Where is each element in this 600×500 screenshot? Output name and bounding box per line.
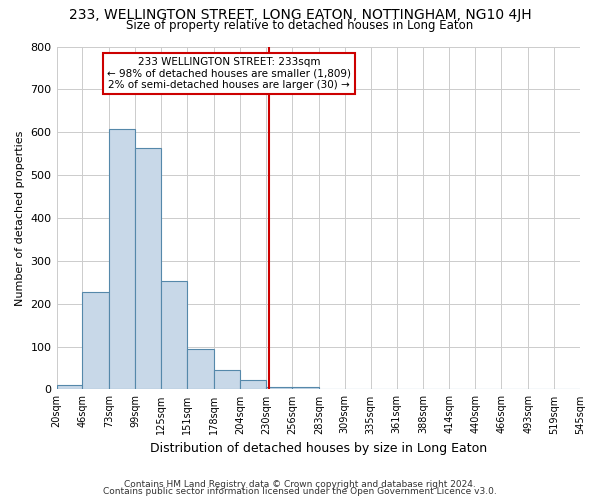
Text: 233, WELLINGTON STREET, LONG EATON, NOTTINGHAM, NG10 4JH: 233, WELLINGTON STREET, LONG EATON, NOTT… — [68, 8, 532, 22]
Bar — [109, 129, 136, 390]
Bar — [187, 348, 214, 390]
Text: Contains HM Land Registry data © Crown copyright and database right 2024.: Contains HM Land Registry data © Crown c… — [124, 480, 476, 489]
Bar — [161, 280, 187, 390]
Bar — [136, 148, 161, 390]
Bar — [292, 388, 319, 390]
Bar — [82, 292, 109, 390]
Bar — [319, 388, 344, 390]
X-axis label: Distribution of detached houses by size in Long Eaton: Distribution of detached houses by size … — [150, 442, 487, 455]
Text: 233 WELLINGTON STREET: 233sqm
← 98% of detached houses are smaller (1,809)
2% of: 233 WELLINGTON STREET: 233sqm ← 98% of d… — [107, 57, 351, 90]
Text: Contains public sector information licensed under the Open Government Licence v3: Contains public sector information licen… — [103, 487, 497, 496]
Text: Size of property relative to detached houses in Long Eaton: Size of property relative to detached ho… — [127, 18, 473, 32]
Y-axis label: Number of detached properties: Number of detached properties — [15, 130, 25, 306]
Bar — [240, 380, 266, 390]
Bar — [266, 387, 292, 390]
Bar — [214, 370, 240, 390]
Bar — [56, 385, 82, 390]
